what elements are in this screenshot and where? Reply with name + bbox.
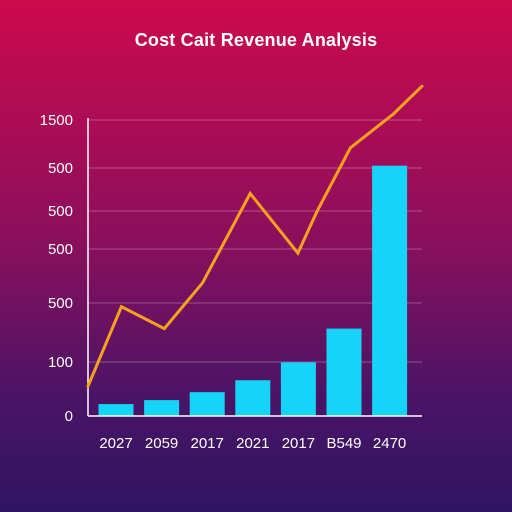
y-tick-label: 500 — [48, 160, 73, 177]
x-tick-label: 2017 — [191, 435, 224, 452]
y-tick-label: 500 — [48, 295, 73, 312]
grid — [88, 119, 422, 363]
bar — [326, 328, 362, 416]
bar — [280, 362, 316, 416]
line-path — [86, 84, 424, 388]
x-tick-label: 2027 — [99, 435, 132, 452]
y-tick-label: 500 — [48, 203, 73, 220]
x-tick-label: 2021 — [236, 435, 269, 452]
bar — [372, 165, 408, 416]
bar — [235, 380, 271, 416]
bar — [144, 400, 180, 416]
y-tick-label: 1500 — [40, 112, 73, 129]
axes — [87, 118, 422, 417]
chart-title: Cost Cait Revenue Analysis — [134, 30, 378, 50]
y-tick-label: 500 — [48, 241, 73, 258]
bars — [98, 165, 408, 416]
bar — [98, 404, 134, 416]
x-tick-label: 2017 — [282, 435, 315, 452]
y-tick-labels: 0 100 500 500 500 500 1500 — [40, 112, 73, 425]
x-tick-label: 2470 — [373, 435, 406, 452]
x-tick-label: 2059 — [145, 435, 178, 452]
y-tick-label: 0 — [65, 408, 73, 425]
x-tick-label: B549 — [326, 435, 361, 452]
line-series — [86, 84, 424, 388]
y-tick-label: 100 — [48, 354, 73, 371]
bar — [189, 392, 225, 416]
x-tick-labels: 2027 2059 2017 2021 2017 B549 2470 — [99, 435, 406, 452]
